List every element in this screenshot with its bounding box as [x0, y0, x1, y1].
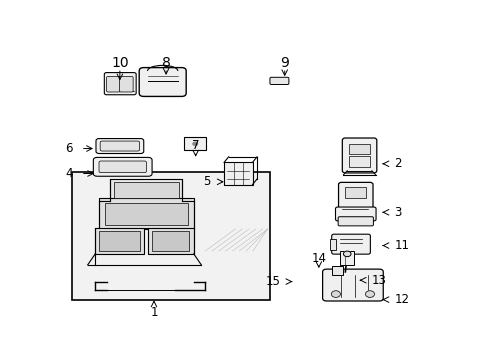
FancyBboxPatch shape: [335, 207, 375, 221]
Text: 12: 12: [394, 293, 409, 306]
Circle shape: [343, 251, 350, 257]
Bar: [99, 198, 193, 229]
Bar: [72, 172, 269, 300]
Text: 15: 15: [265, 275, 280, 288]
Text: 7: 7: [191, 139, 199, 152]
FancyBboxPatch shape: [342, 138, 376, 173]
FancyBboxPatch shape: [338, 217, 373, 226]
Text: 6: 6: [65, 142, 72, 155]
FancyBboxPatch shape: [322, 269, 383, 301]
Text: 10: 10: [111, 55, 128, 69]
Bar: [152, 231, 189, 251]
FancyBboxPatch shape: [269, 77, 288, 85]
Circle shape: [192, 142, 198, 146]
Text: 1: 1: [150, 306, 158, 319]
Bar: [329, 239, 335, 250]
Bar: [95, 228, 144, 254]
Text: 11: 11: [394, 239, 409, 252]
FancyBboxPatch shape: [104, 73, 136, 95]
Text: 14: 14: [311, 252, 325, 265]
FancyBboxPatch shape: [100, 141, 139, 151]
Circle shape: [365, 291, 374, 297]
Bar: [224, 162, 252, 185]
Bar: [110, 179, 182, 201]
FancyBboxPatch shape: [119, 76, 133, 92]
Bar: [345, 187, 366, 198]
Bar: [339, 251, 353, 265]
Text: 3: 3: [394, 206, 401, 219]
FancyBboxPatch shape: [99, 161, 146, 173]
FancyBboxPatch shape: [331, 234, 369, 254]
FancyBboxPatch shape: [139, 68, 186, 96]
Text: 8: 8: [162, 55, 170, 69]
FancyBboxPatch shape: [96, 139, 143, 153]
Text: 2: 2: [394, 157, 401, 170]
FancyBboxPatch shape: [338, 183, 372, 213]
Bar: [184, 138, 206, 150]
Bar: [348, 156, 369, 167]
Bar: [104, 203, 188, 225]
Bar: [114, 182, 178, 198]
FancyBboxPatch shape: [93, 157, 152, 176]
Circle shape: [331, 291, 340, 297]
Bar: [331, 266, 342, 275]
Text: 4: 4: [65, 167, 72, 180]
Text: 9: 9: [280, 55, 288, 69]
Text: 5: 5: [203, 175, 210, 188]
FancyBboxPatch shape: [106, 76, 120, 92]
Bar: [348, 144, 369, 154]
Bar: [99, 231, 140, 251]
Text: 13: 13: [371, 274, 386, 287]
Bar: [148, 228, 193, 254]
